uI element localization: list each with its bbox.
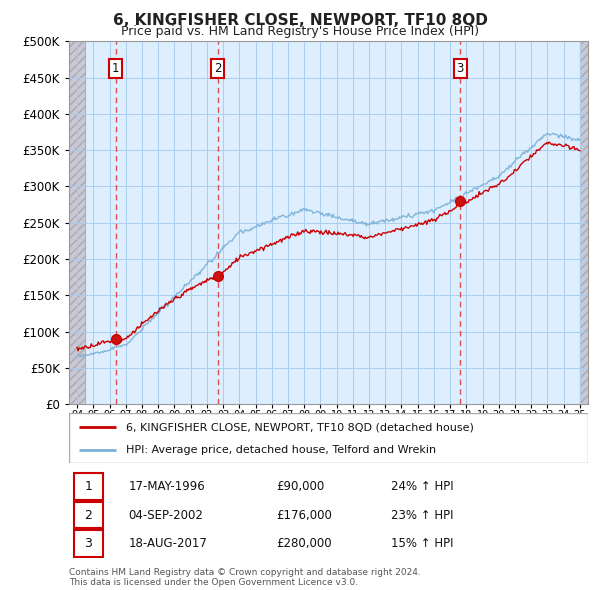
Text: 1: 1 [85,480,92,493]
Text: 04-SEP-2002: 04-SEP-2002 [128,509,203,522]
Text: 2: 2 [85,509,92,522]
Bar [69,41,85,404]
Text: 24% ↑ HPI: 24% ↑ HPI [391,480,454,493]
Text: HPI: Average price, detached house, Telford and Wrekin: HPI: Average price, detached house, Telf… [126,445,436,455]
FancyBboxPatch shape [74,473,103,500]
FancyBboxPatch shape [74,502,103,529]
FancyBboxPatch shape [69,413,588,463]
Text: Contains HM Land Registry data © Crown copyright and database right 2024.
This d: Contains HM Land Registry data © Crown c… [69,568,421,587]
Text: £90,000: £90,000 [277,480,325,493]
Text: 3: 3 [457,61,464,75]
Text: 6, KINGFISHER CLOSE, NEWPORT, TF10 8QD: 6, KINGFISHER CLOSE, NEWPORT, TF10 8QD [113,13,487,28]
Text: Price paid vs. HM Land Registry's House Price Index (HPI): Price paid vs. HM Land Registry's House … [121,25,479,38]
Bar [580,41,588,404]
Bar [69,41,85,404]
FancyBboxPatch shape [74,530,103,557]
Text: 23% ↑ HPI: 23% ↑ HPI [391,509,453,522]
Text: £176,000: £176,000 [277,509,332,522]
Text: 6, KINGFISHER CLOSE, NEWPORT, TF10 8QD (detached house): 6, KINGFISHER CLOSE, NEWPORT, TF10 8QD (… [126,422,474,432]
Text: 2: 2 [214,61,221,75]
Text: 1: 1 [112,61,119,75]
Text: 17-MAY-1996: 17-MAY-1996 [128,480,205,493]
Text: 18-AUG-2017: 18-AUG-2017 [128,537,208,550]
Text: 3: 3 [85,537,92,550]
Bar [580,41,588,404]
Text: £280,000: £280,000 [277,537,332,550]
Text: 15% ↑ HPI: 15% ↑ HPI [391,537,453,550]
